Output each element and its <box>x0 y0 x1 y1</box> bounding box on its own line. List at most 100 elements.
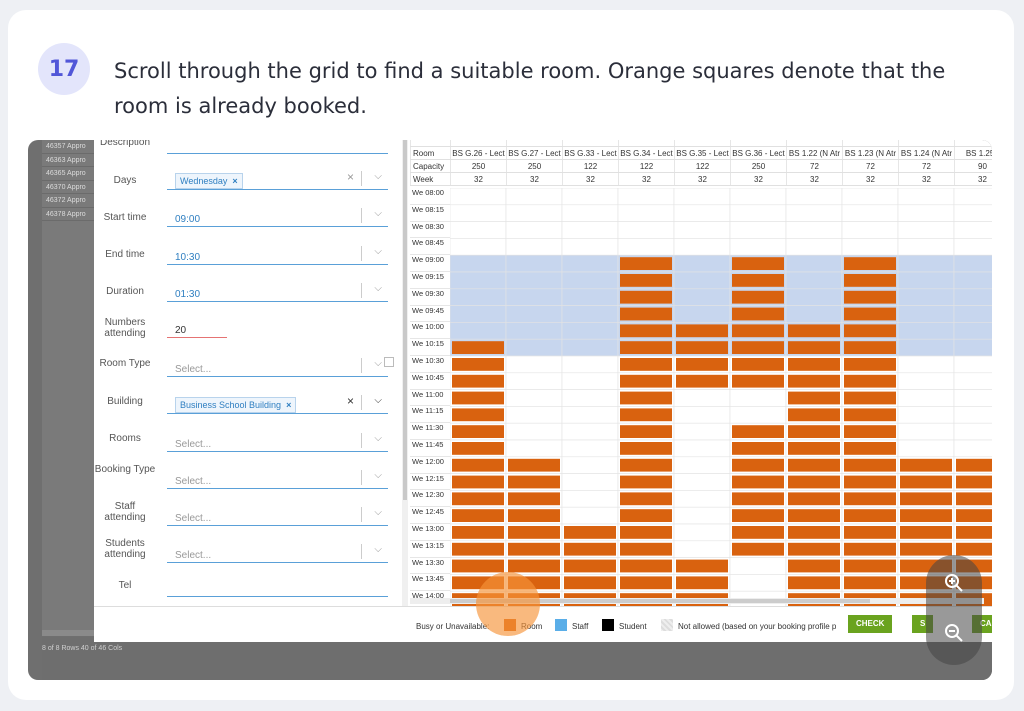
booked-block[interactable] <box>620 458 672 472</box>
booked-block[interactable] <box>788 475 840 489</box>
remove-tag-icon[interactable]: × <box>232 176 238 186</box>
chevron-down-icon[interactable]: ⌵ <box>374 544 382 555</box>
chevron-down-icon[interactable]: ⌵ <box>374 395 382 406</box>
grid-cell[interactable] <box>897 271 955 290</box>
booked-block[interactable] <box>620 274 672 287</box>
booked-block[interactable] <box>508 492 560 506</box>
booked-block[interactable] <box>956 458 992 472</box>
booked-block[interactable] <box>620 542 672 556</box>
booked-block[interactable] <box>508 559 560 573</box>
booked-block[interactable] <box>844 442 896 455</box>
chevron-down-icon[interactable]: ⌵ <box>374 507 382 518</box>
grid-cell[interactable] <box>841 238 899 256</box>
booked-block[interactable] <box>452 559 504 573</box>
booked-block[interactable] <box>564 542 616 556</box>
grid-cell[interactable] <box>505 305 563 323</box>
grid-cell[interactable] <box>729 574 787 592</box>
grid-cell[interactable] <box>673 188 731 206</box>
grid-cell[interactable] <box>729 406 787 424</box>
grid-cell[interactable] <box>450 322 507 340</box>
grid-cell[interactable] <box>505 238 563 256</box>
booked-block[interactable] <box>564 576 616 590</box>
grid-cell[interactable] <box>785 305 843 323</box>
grid-cell[interactable] <box>561 254 619 273</box>
booked-block[interactable] <box>844 274 896 287</box>
booked-block[interactable] <box>732 425 784 438</box>
start-time-select[interactable]: 09:00 ⌵ <box>167 206 388 227</box>
grid-cell[interactable] <box>617 238 675 256</box>
grid-cell[interactable] <box>897 238 955 256</box>
grid-cell[interactable] <box>953 254 992 273</box>
grid-cell[interactable] <box>561 238 619 256</box>
booked-block[interactable] <box>900 458 952 472</box>
booked-block[interactable] <box>844 307 896 321</box>
booked-block[interactable] <box>676 341 728 354</box>
grid-cell[interactable] <box>450 221 507 239</box>
booked-block[interactable] <box>788 442 840 455</box>
grid-cell[interactable] <box>561 456 619 474</box>
grid-cell[interactable] <box>897 372 955 390</box>
grid-cell[interactable] <box>561 406 619 424</box>
students-attending-select[interactable]: Select... ⌵ <box>167 542 388 563</box>
booked-block[interactable] <box>452 442 504 455</box>
form-scrollbar[interactable] <box>402 140 408 606</box>
filter-icon[interactable] <box>384 357 394 367</box>
booked-block[interactable] <box>844 374 896 388</box>
grid-cell[interactable] <box>673 238 731 256</box>
booked-block[interactable] <box>452 341 504 354</box>
booked-block[interactable] <box>956 526 992 539</box>
grid-cell[interactable] <box>897 204 955 222</box>
booked-block[interactable] <box>452 475 504 489</box>
grid-cell[interactable] <box>673 254 731 273</box>
booked-block[interactable] <box>732 475 784 489</box>
grid-cell[interactable] <box>673 523 731 542</box>
booked-block[interactable] <box>620 442 672 455</box>
booked-block[interactable] <box>732 290 784 304</box>
grid-cell[interactable] <box>505 254 563 273</box>
grid-cell[interactable] <box>561 305 619 323</box>
booked-block[interactable] <box>844 458 896 472</box>
booked-block[interactable] <box>676 358 728 371</box>
zoom-out-icon[interactable] <box>938 617 970 649</box>
grid-cell[interactable] <box>785 188 843 206</box>
booked-block[interactable] <box>900 475 952 489</box>
grid-cell[interactable] <box>561 439 619 458</box>
grid-cell[interactable] <box>561 506 619 525</box>
grid-cell[interactable] <box>729 188 787 206</box>
booked-block[interactable] <box>900 542 952 556</box>
booked-block[interactable] <box>620 559 672 573</box>
booked-block[interactable] <box>732 492 784 506</box>
grid-cell[interactable] <box>953 271 992 290</box>
grid-cell[interactable] <box>953 221 992 239</box>
booked-block[interactable] <box>788 509 840 522</box>
tel-input[interactable] <box>167 576 388 597</box>
grid-cell[interactable] <box>729 557 787 575</box>
grid-cell[interactable] <box>897 254 955 273</box>
grid-cell[interactable] <box>953 305 992 323</box>
grid-cell[interactable] <box>841 188 899 206</box>
grid-cell[interactable] <box>505 271 563 290</box>
booked-block[interactable] <box>564 526 616 539</box>
booked-block[interactable] <box>620 492 672 506</box>
grid-cell[interactable] <box>953 389 992 407</box>
grid-cell[interactable] <box>561 271 619 290</box>
grid-cell[interactable] <box>673 439 731 458</box>
grid-cell[interactable] <box>673 288 731 306</box>
grid-cell[interactable] <box>561 473 619 491</box>
booked-block[interactable] <box>844 290 896 304</box>
grid-cell[interactable] <box>505 372 563 390</box>
grid-cell[interactable] <box>897 338 955 357</box>
grid-cell[interactable] <box>897 288 955 306</box>
grid-cell[interactable] <box>450 288 507 306</box>
days-tag[interactable]: Wednesday × <box>175 173 243 189</box>
grid-cell[interactable] <box>505 288 563 306</box>
grid-cell[interactable] <box>897 422 955 441</box>
booked-block[interactable] <box>620 425 672 438</box>
clear-icon[interactable]: × <box>346 170 354 184</box>
grid-cell[interactable] <box>897 305 955 323</box>
booked-block[interactable] <box>508 526 560 539</box>
chevron-down-icon[interactable]: ⌵ <box>374 171 382 182</box>
check-button[interactable]: CHECK <box>848 615 893 633</box>
grid-cell[interactable] <box>450 254 507 273</box>
grid-cell[interactable] <box>897 355 955 374</box>
